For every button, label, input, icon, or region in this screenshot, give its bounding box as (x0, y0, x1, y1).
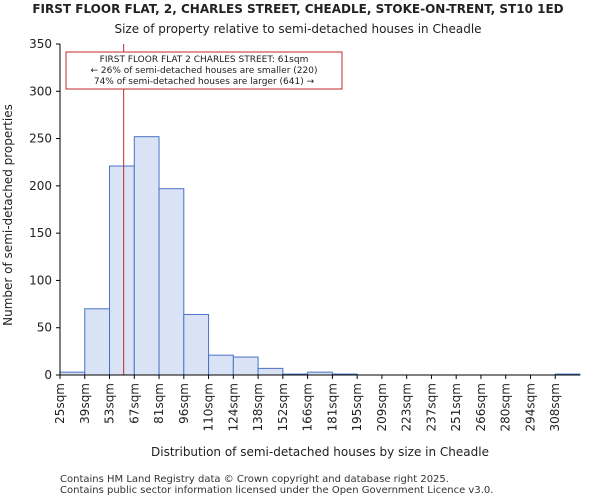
x-tick-label-237sqm: 237sqm (424, 383, 438, 431)
annotation-rect (65, 51, 343, 90)
footer-line-2: Contains public sector information licen… (60, 485, 494, 496)
y-tick-label-50: 50 (37, 321, 52, 335)
x-tick-label-209sqm: 209sqm (375, 383, 389, 431)
x-ticks-group: 25sqm 39sqm 53sqm 67sqm 81sqm 96sqm 110sqm 124s… (53, 375, 562, 431)
x-tick-label-308sqm: 308sqm (548, 383, 562, 431)
chart-title: FIRST FLOOR FLAT, 2, CHARLES STREET, CHE… (32, 2, 563, 16)
bar-110sqm (208, 354, 234, 376)
bar-53sqm (109, 165, 135, 376)
bar-39sqm (84, 308, 111, 376)
y-tick-label-0: 0 (44, 368, 52, 382)
x-tick-label-53sqm: 53sqm (103, 383, 117, 424)
footer-line-1: Contains HM Land Registry data © Crown c… (60, 474, 449, 485)
y-tick-label-150: 150 (29, 226, 52, 240)
annotation-line-2: ← 26% of semi-detached houses are smalle… (91, 66, 318, 76)
x-tick-label-251sqm: 251sqm (449, 383, 463, 431)
x-tick-label-294sqm: 294sqm (523, 383, 537, 431)
x-tick-label-138sqm: 138sqm (251, 383, 265, 431)
x-tick-label-166sqm: 166sqm (301, 383, 315, 431)
x-tick-label-96sqm: 96sqm (177, 383, 191, 424)
x-tick-label-280sqm: 280sqm (499, 383, 513, 431)
y-tick-label-350: 350 (29, 37, 52, 51)
x-tick-label-266sqm: 266sqm (474, 383, 488, 431)
annotation-line-1: FIRST FLOOR FLAT 2 CHARLES STREET: 61sqm (100, 55, 309, 65)
x-tick-label-195sqm: 195sqm (350, 383, 364, 431)
y-tick-label-300: 300 (29, 84, 52, 98)
x-tick-label-223sqm: 223sqm (400, 383, 414, 431)
y-tick-label-100: 100 (29, 273, 52, 287)
x-tick-label-25sqm: 25sqm (53, 383, 67, 424)
bar-124sqm (232, 356, 259, 376)
bar-138sqm (257, 367, 284, 376)
y-tick-label-200: 200 (29, 179, 52, 193)
x-tick-label-81sqm: 81sqm (152, 383, 166, 424)
y-axis-label: Number of semi-detached properties (1, 104, 15, 326)
annotation-line-3: 74% of semi-detached houses are larger (… (94, 77, 315, 87)
y-ticks-group: 0 50 100 150 200 250 300 350 (29, 37, 60, 382)
x-tick-label-67sqm: 67sqm (127, 383, 141, 424)
chart-subtitle: Size of property relative to semi-detach… (114, 22, 481, 36)
x-tick-label-181sqm: 181sqm (325, 383, 339, 431)
bar-96sqm (183, 313, 210, 376)
bar-67sqm (133, 136, 160, 376)
chart-svg: FIRST FLOOR FLAT, 2, CHARLES STREET, CHE… (1, 2, 581, 459)
x-tick-label-124sqm: 124sqm (226, 383, 240, 431)
y-tick-label-250: 250 (29, 132, 52, 146)
annotation-box: FIRST FLOOR FLAT 2 CHARLES STREET: 61sqm… (65, 51, 343, 90)
x-tick-label-110sqm: 110sqm (202, 383, 216, 431)
bars-group (59, 136, 581, 376)
x-tick-label-39sqm: 39sqm (78, 383, 92, 424)
bar-81sqm (158, 188, 185, 376)
x-axis-label: Distribution of semi-detached houses by … (151, 445, 489, 459)
x-tick-label-152sqm: 152sqm (276, 383, 290, 431)
axes-group (59, 44, 580, 376)
